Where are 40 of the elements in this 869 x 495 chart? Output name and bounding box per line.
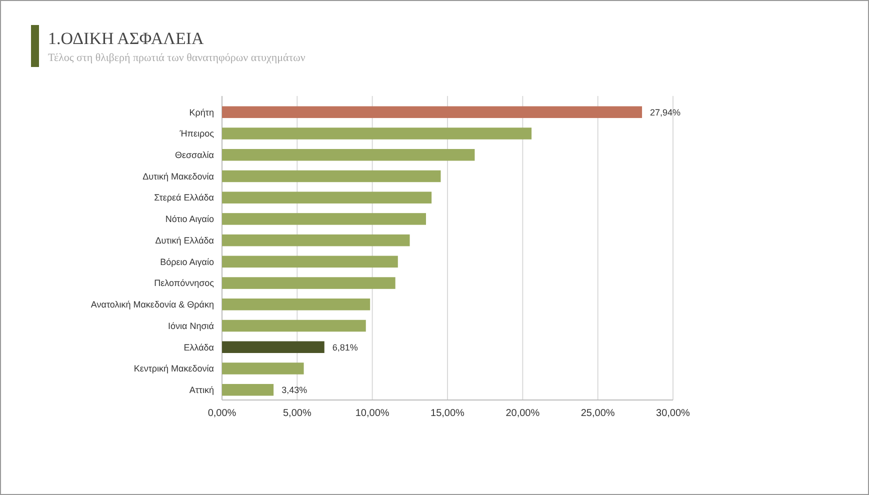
x-tick-label: 0,00% <box>208 408 236 419</box>
x-tick-label: 30,00% <box>656 408 690 419</box>
chart-title: 1.ΟΔΙΚΗ ΑΣΦΑΛΕΙΑ <box>48 29 204 48</box>
bar <box>222 170 441 182</box>
y-tick-label: Πελοπόννησος <box>154 278 215 288</box>
x-tick-label: 25,00% <box>580 408 615 419</box>
data-label: 3,43% <box>282 385 308 396</box>
bar <box>222 341 324 354</box>
y-tick-label: Θεσσαλία <box>174 150 214 160</box>
bar <box>222 192 432 204</box>
bar <box>222 128 532 140</box>
x-tick-label: 20,00% <box>506 408 540 419</box>
y-tick-label: Ήπειρος <box>178 128 215 139</box>
bar <box>222 320 366 332</box>
y-tick-label: Δυτική Ελλάδα <box>155 235 214 246</box>
bar <box>222 234 410 246</box>
bar <box>222 256 398 268</box>
y-tick-label: Κρήτη <box>189 107 214 118</box>
y-tick-label: Νότιο Αιγαίο <box>165 214 214 224</box>
y-tick-label: Ελλάδα <box>184 342 214 352</box>
x-tick-label: 5,00% <box>282 408 312 419</box>
y-tick-label: Ανατολική Μακεδονία & Θράκη <box>90 300 214 310</box>
bar <box>222 384 274 396</box>
y-tick-label: Κεντρική Μακεδονία <box>134 364 214 374</box>
bar <box>222 298 370 310</box>
bar <box>222 106 642 118</box>
bar <box>222 277 396 289</box>
y-tick-label: Στερεά Ελλάδα <box>154 192 214 203</box>
y-tick-label: Δυτική Μακεδονία <box>142 171 214 182</box>
x-tick-label: 15,00% <box>430 408 465 419</box>
chart-subtitle: Τέλος στη θλιβερή πρωτιά των θανατηφόρων ατυχημάτων <box>48 52 306 64</box>
x-tick-label: 10,00% <box>355 408 390 419</box>
bar <box>222 213 426 225</box>
y-tick-label: Βόρειο Αιγαίο <box>160 256 214 267</box>
data-label: 6,81% <box>332 342 358 352</box>
bar <box>222 148 475 161</box>
bar <box>222 362 304 374</box>
y-tick-label: Αττική <box>189 385 214 396</box>
y-tick-label: Ιόνια Νησιά <box>168 320 214 331</box>
data-label: 27,94% <box>650 107 681 118</box>
